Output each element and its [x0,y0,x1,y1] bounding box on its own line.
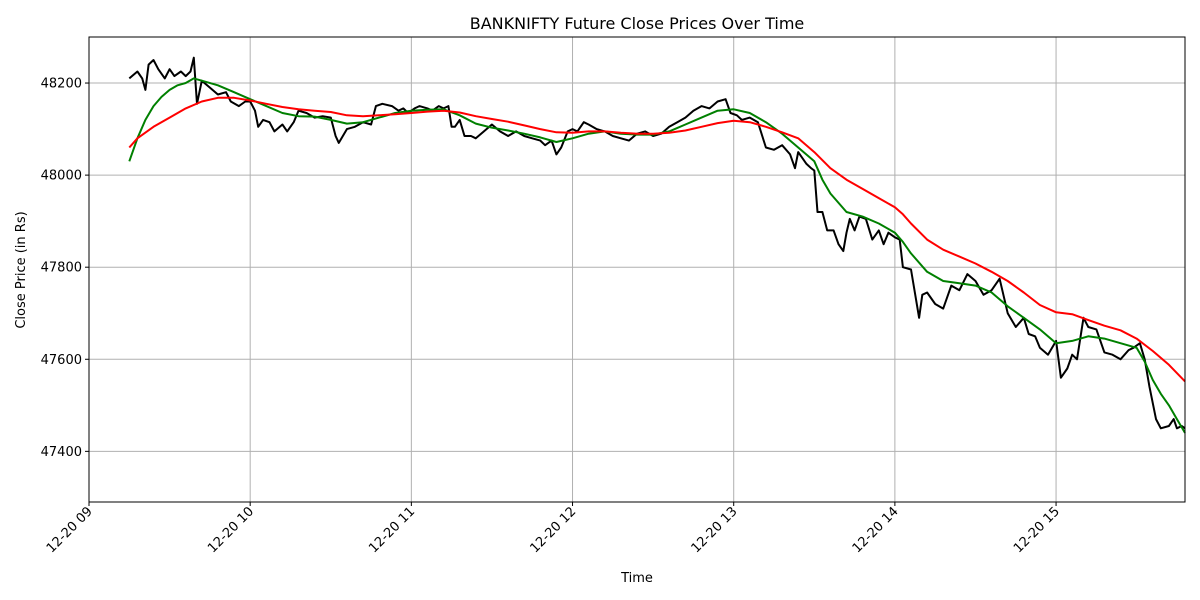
series-line-3 [128,96,1186,383]
y-tick-label: 47800 [41,261,82,276]
grid [88,37,1185,502]
plot-frame [88,36,1186,503]
y-axis-label: Close Price (in Rs) [14,211,29,328]
y-tick-label: 48200 [41,77,82,92]
chart-title: BANKNIFTY Future Close Prices Over Time [470,14,805,33]
x-axis-label: Time [620,571,653,586]
y-tick-label: 48000 [41,169,82,184]
y-axis: 47400 47600 47800 48000 48200 [41,77,89,460]
y-tick-label: 47600 [41,353,82,368]
y-tick-label: 47400 [41,445,82,460]
series-lines [128,56,1186,434]
